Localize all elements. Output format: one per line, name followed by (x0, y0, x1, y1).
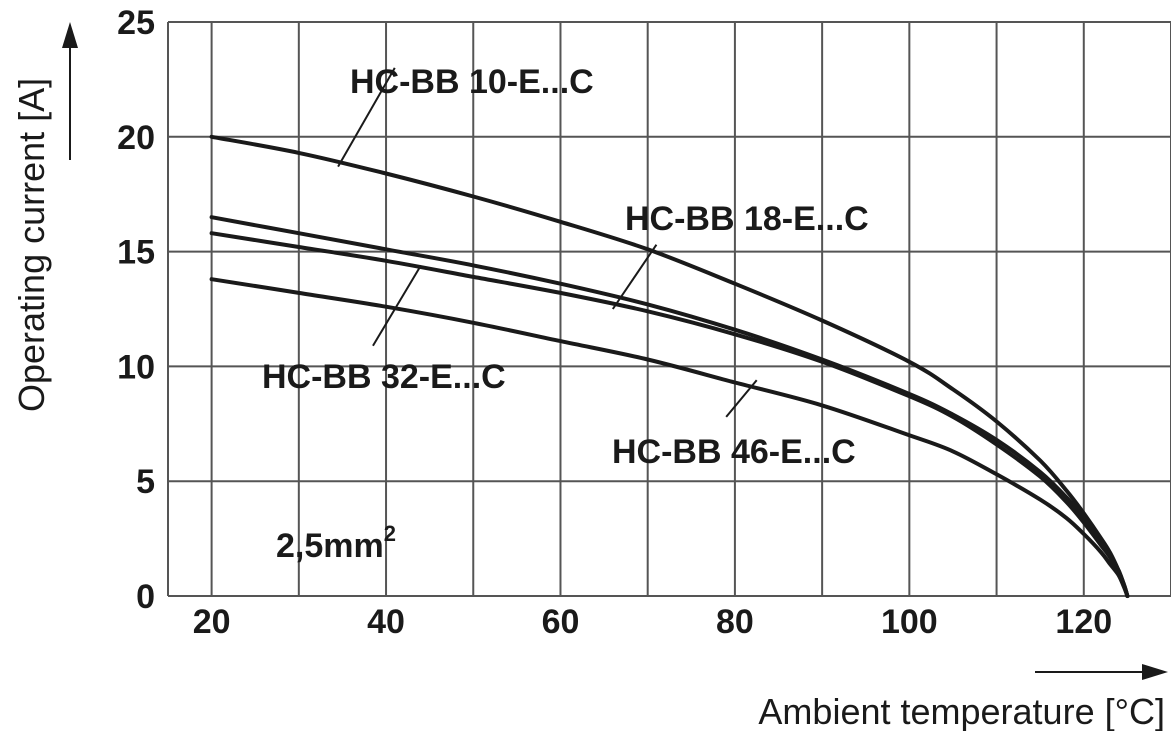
y-tick-label-20: 20 (117, 119, 155, 157)
y-tick-label-25: 25 (117, 4, 155, 42)
y-tick-label-5: 5 (136, 463, 155, 501)
tick-labels: 20 40 60 80 100 120 0 5 10 15 20 25 (117, 4, 1112, 641)
x-tick-label-80: 80 (716, 603, 754, 641)
leader-line-hc-bb-46 (725, 379, 758, 418)
annotation-superscript: 2 (384, 521, 396, 546)
y-axis-arrow (62, 22, 78, 160)
x-tick-label-100: 100 (881, 603, 938, 641)
x-axis-arrow (1035, 664, 1168, 680)
leader-line-hc-bb-32 (372, 264, 422, 347)
series-line-2 (209, 231, 1130, 598)
y-tick-label-15: 15 (117, 234, 155, 272)
leader-lines (337, 67, 758, 418)
series-label-hc-bb-32: HC-BB 32-E...C (262, 358, 506, 396)
leader-line-hc-bb-18 (611, 244, 658, 310)
leader-line-hc-bb-10 (337, 67, 396, 168)
x-tick-label-60: 60 (542, 603, 580, 641)
series-line-3 (209, 277, 1130, 598)
x-tick-label-120: 120 (1055, 603, 1112, 641)
y-tick-label-0: 0 (136, 578, 155, 616)
y-tick-label-10: 10 (117, 348, 155, 386)
series-lines (209, 134, 1130, 598)
y-axis-title: Operating current [A] (11, 78, 52, 412)
series-label-hc-bb-46: HC-BB 46-E...C (612, 433, 856, 471)
x-tick-label-20: 20 (193, 603, 231, 641)
annotation-text: 2,5mm (276, 527, 384, 565)
series-label-hc-bb-10: HC-BB 10-E...C (350, 63, 594, 101)
x-axis-title: Ambient temperature [°C] (758, 691, 1165, 731)
series-label-hc-bb-18: HC-BB 18-E...C (625, 200, 869, 238)
cross-section-annotation: 2,5mm2 (276, 521, 396, 565)
x-tick-label-40: 40 (367, 603, 405, 641)
